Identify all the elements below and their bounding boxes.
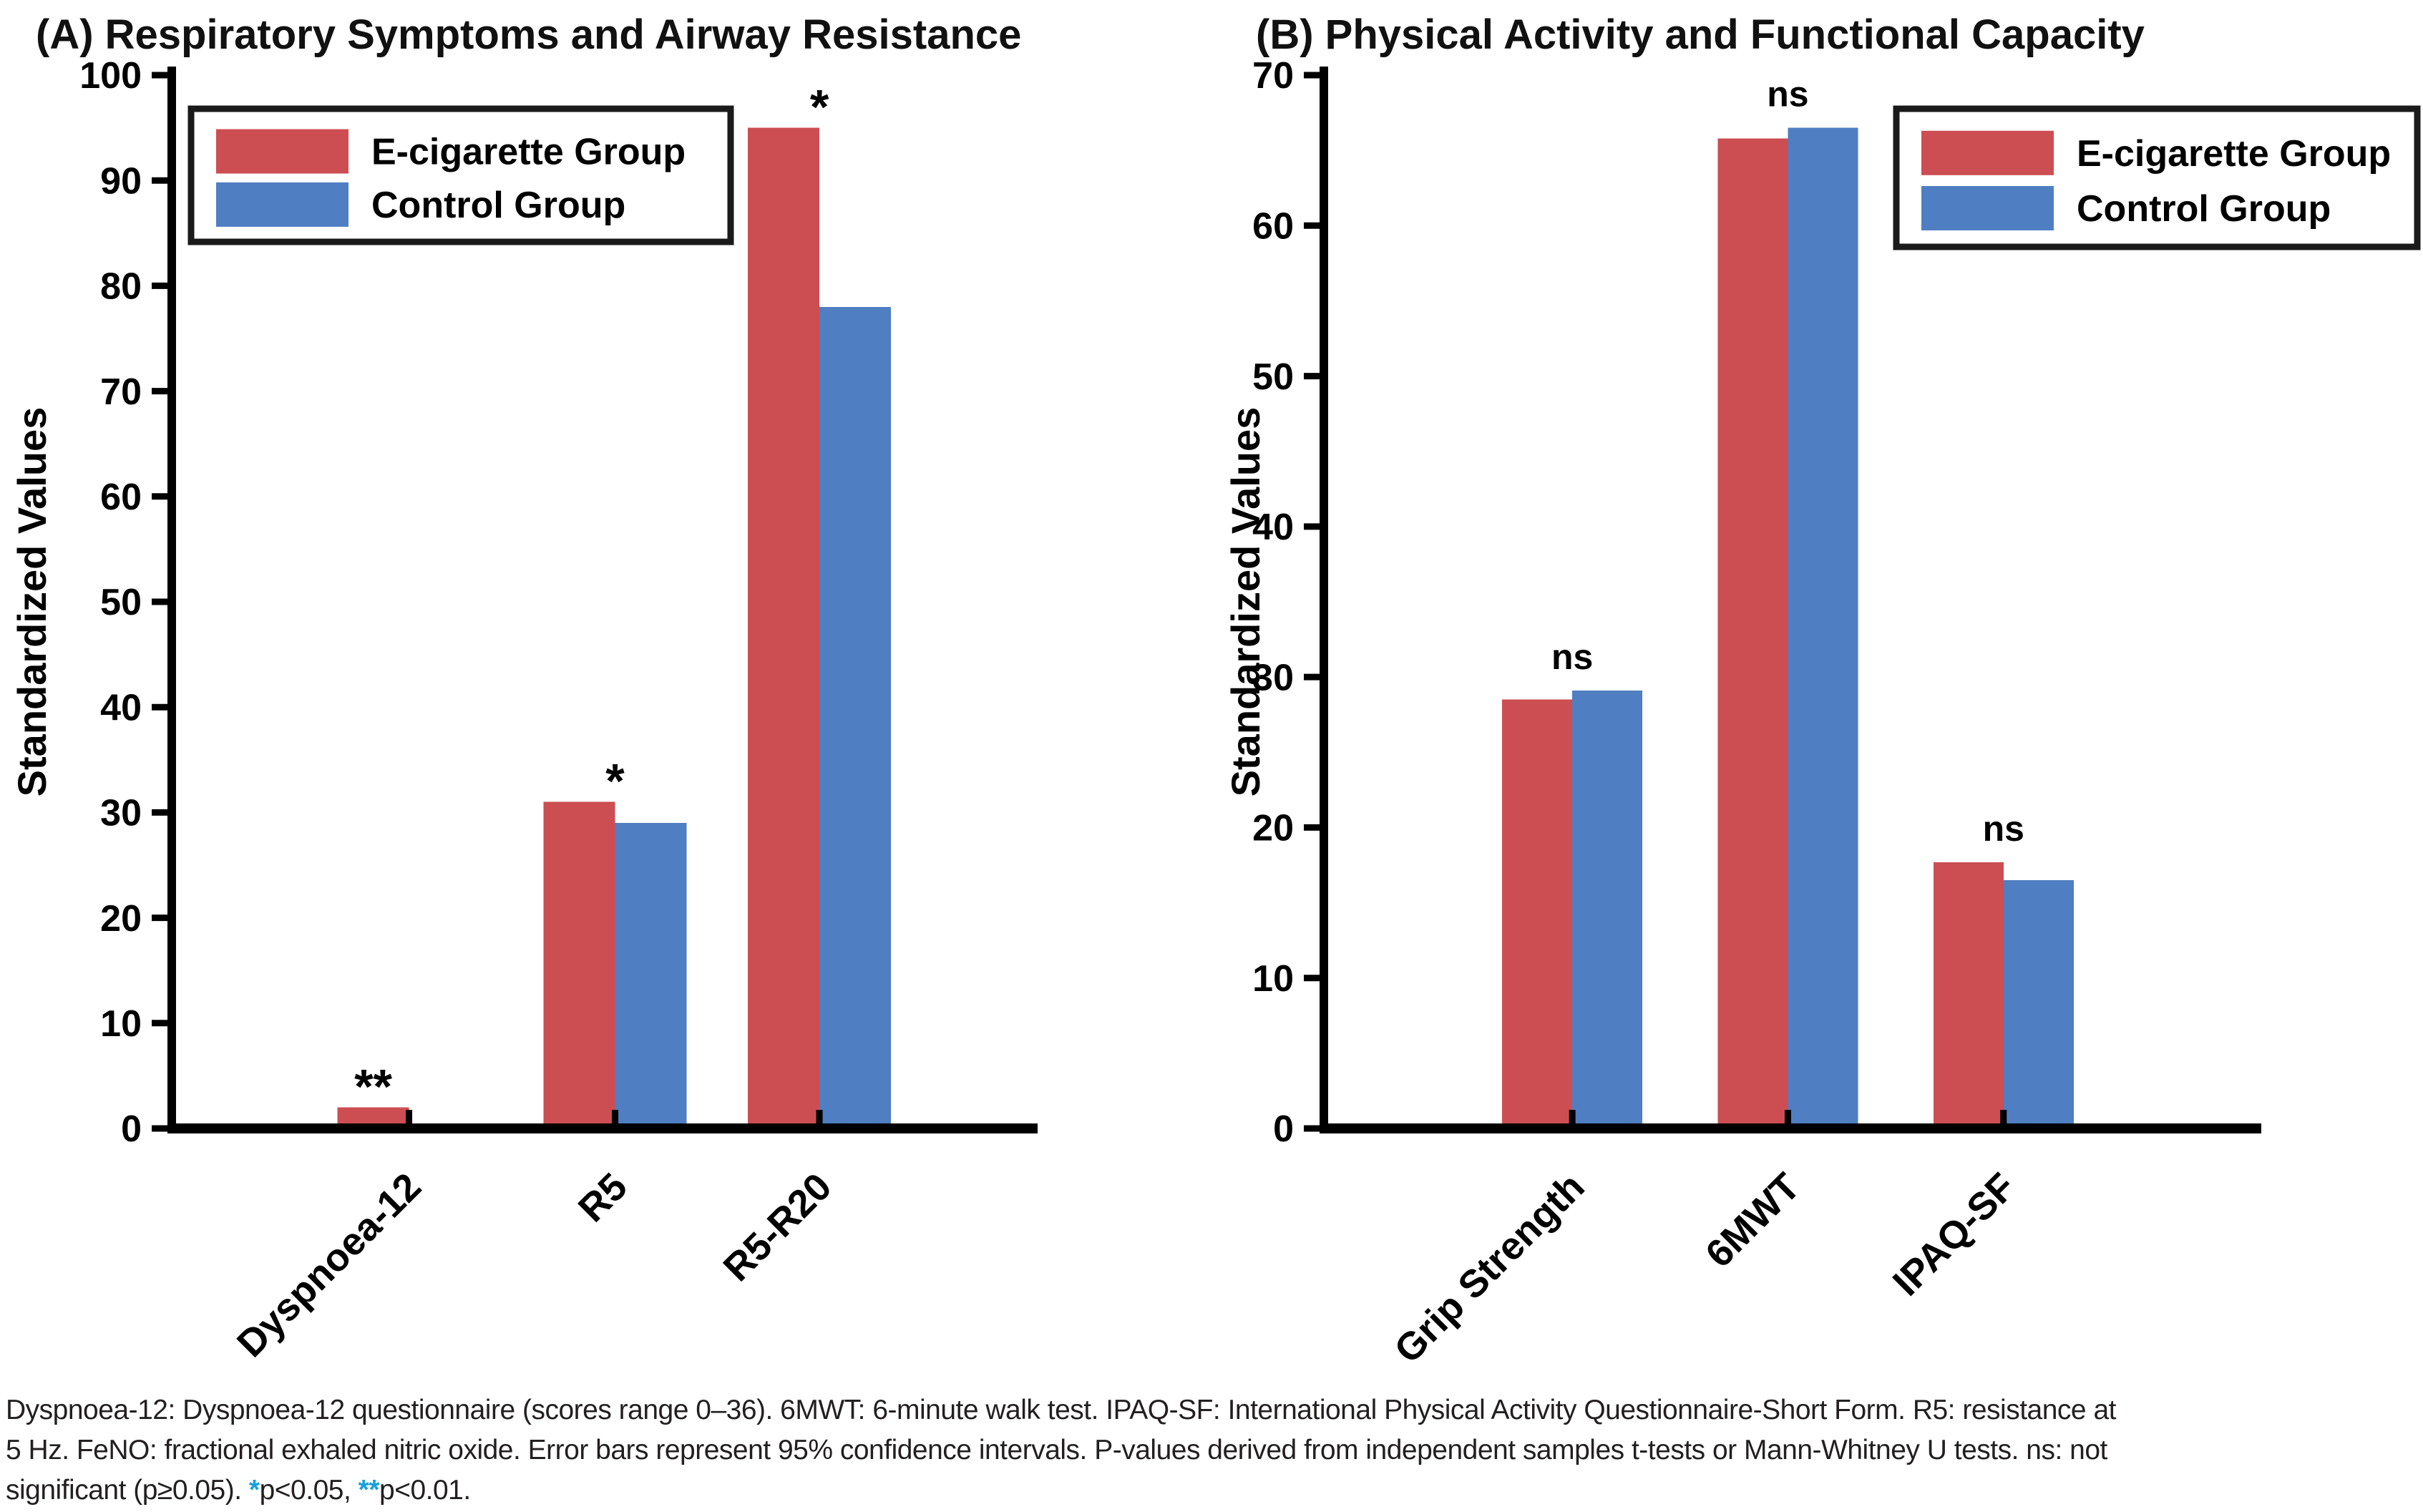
x-category-label: IPAQ-SF [1885,1165,2024,1304]
y-tick-label: 80 [100,266,142,308]
legend-label: Control Group [371,185,625,226]
bar-control-group-r5 [615,823,687,1128]
legend-swatch-control [1921,185,2054,230]
y-axis-label: Standardized Values [9,407,54,797]
y-tick-label: 40 [1252,507,1294,548]
legend-label: Control Group [2077,188,2331,230]
legend-swatch-control [216,182,348,227]
legend-label: E-cigarette Group [371,132,686,173]
caption-text: significant (p≥0.05). [6,1475,249,1506]
y-tick-label: 0 [1273,1108,1294,1150]
legend-box [187,105,734,245]
y-tick-label: 60 [1252,205,1294,247]
x-category-label: Grip Strength [1386,1165,1592,1371]
legend: E-cigarette Group Control Group [187,105,734,245]
y-tick-label: 10 [100,1003,142,1045]
significance-label: ns [1551,637,1593,677]
y-tick-label: 10 [1252,958,1294,1000]
bar-e-cigarette-group-ipaq-sf [1933,862,2004,1128]
significance-label: * [810,80,829,135]
legend-label: E-cigarette Group [2077,133,2391,175]
y-tick-label: 70 [1252,55,1294,97]
panel-title: (A) Respiratory Symptoms and Airway Resi… [36,11,1021,58]
y-tick-label: 60 [100,477,142,518]
caption-line-2: 5 Hz. FeNO: fractional exhaled nitric ox… [6,1435,2107,1465]
bar-control-group-ipaq-sf [2003,880,2074,1128]
x-category-label: Dyspnoea-12 [229,1165,429,1365]
panel-a-chart: (A) Respiratory Symptoms and Airway Resi… [9,11,1038,1365]
legend-swatch-e-cigarette [1921,130,2054,175]
bar-control-group-grip-strength [1572,691,1643,1128]
bar-control-group-6mwt [1788,127,1858,1129]
x-category-label: 6MWT [1697,1165,1808,1276]
caption-text: p<0.05, [259,1475,359,1506]
caption-significance-marker: * [248,1475,260,1506]
caption-line-1: Dyspnoea-12: Dyspnoea-12 questionnaire (… [6,1395,2116,1425]
legend: E-cigarette Group Control Group [1893,105,2421,250]
significance-label: ** [354,1060,392,1114]
y-axis-label: Standardized Values [1223,407,1268,797]
y-tick-label: 100 [79,55,142,97]
panel-title: (B) Physical Activity and Functional Cap… [1256,11,2145,58]
x-category-label: R5 [570,1165,635,1230]
caption-significance-marker: ** [358,1475,380,1506]
significance-label: ns [1767,74,1808,114]
y-tick-label: 90 [100,160,142,202]
y-tick-label: 40 [100,687,142,728]
y-tick-label: 30 [1252,657,1294,698]
y-tick-label: 30 [100,793,142,834]
y-tick-label: 0 [121,1108,142,1150]
caption-text: p<0.01. [379,1475,471,1506]
figure-caption: Dyspnoea-12: Dyspnoea-12 questionnaire (… [6,1390,2420,1511]
y-tick-label: 20 [100,898,142,940]
panel-b-chart: (B) Physical Activity and Functional Cap… [1223,11,2421,1372]
y-tick-label: 50 [1252,356,1294,398]
bar-e-cigarette-group-grip-strength [1502,699,1573,1128]
significance-label: * [605,754,625,809]
legend-swatch-e-cigarette [216,129,348,174]
significance-label: ns [1983,809,2024,849]
bar-control-group-r5-r20 [819,306,892,1129]
y-tick-label: 70 [100,371,142,413]
bar-e-cigarette-group-r5 [543,801,615,1128]
y-tick-label: 50 [100,582,142,623]
bar-e-cigarette-group-6mwt [1717,138,1788,1128]
y-tick-label: 20 [1252,808,1294,849]
x-category-label: R5-R20 [716,1165,840,1289]
caption-line-3: significant (p≥0.05). *p<0.05, **p<0.01. [6,1470,2420,1511]
bar-e-cigarette-group-r5-r20 [748,127,820,1129]
